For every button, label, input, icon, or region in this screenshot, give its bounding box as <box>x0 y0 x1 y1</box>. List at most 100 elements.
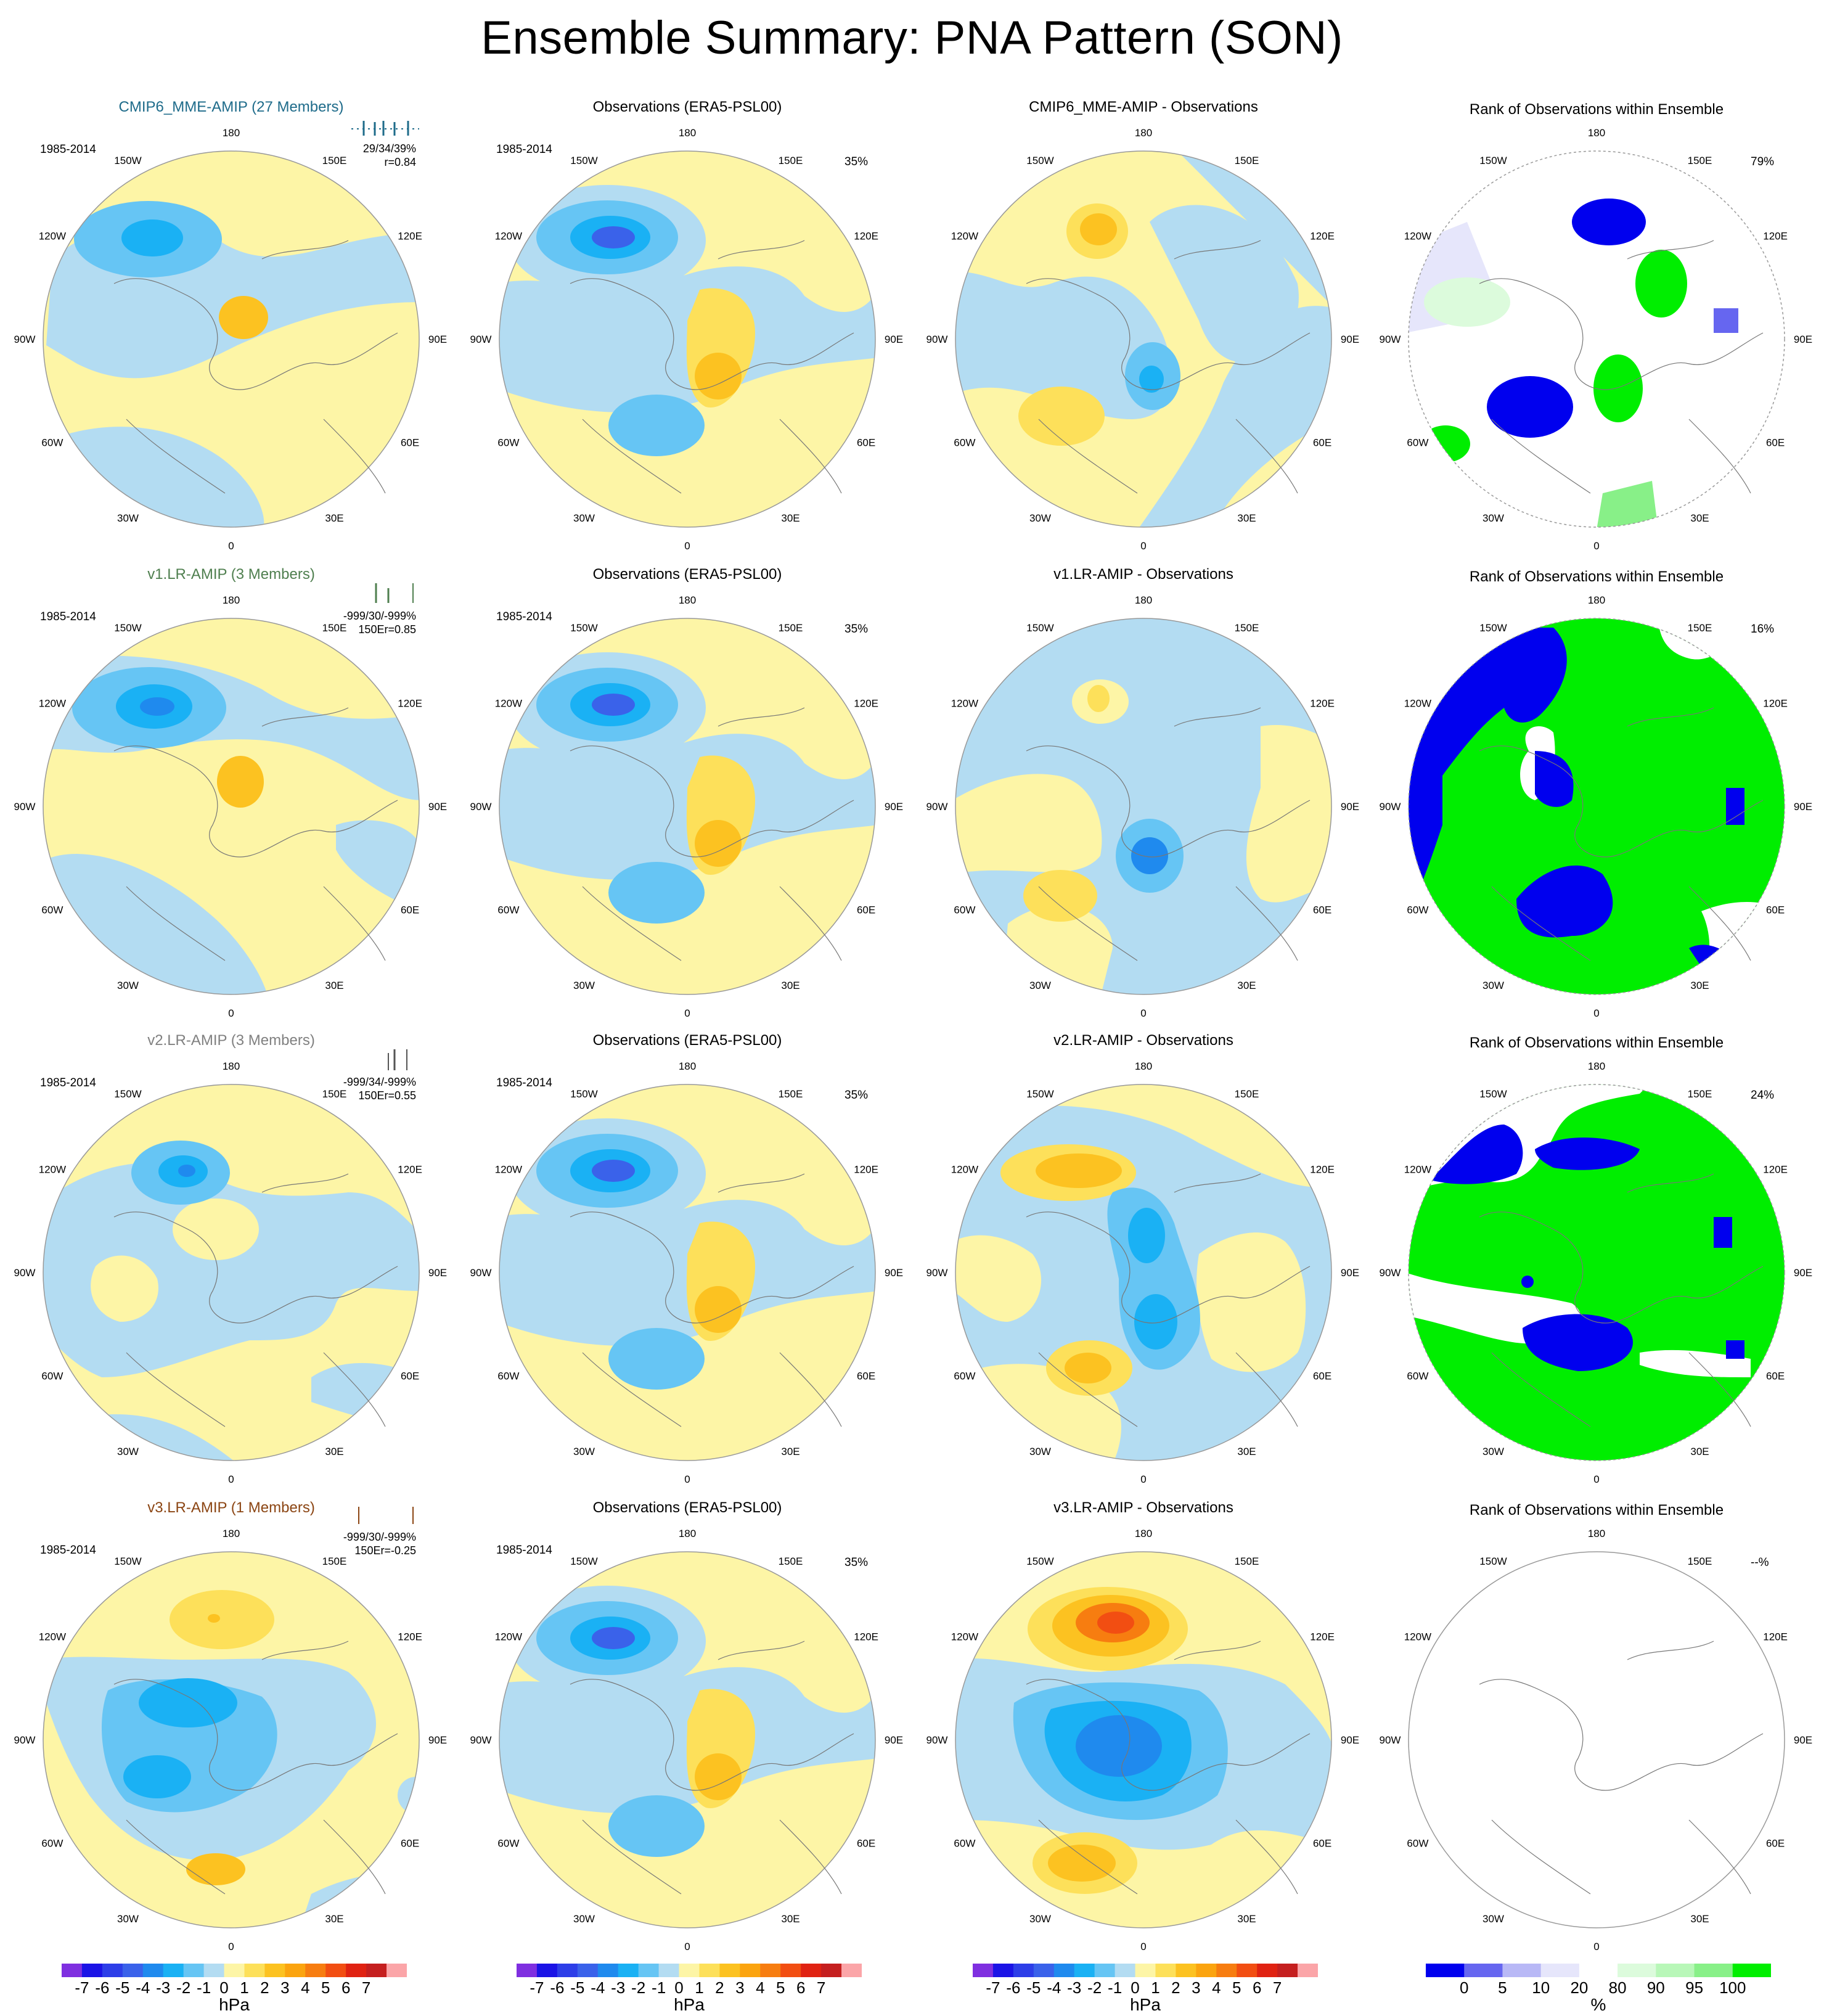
longitude-label: 60E <box>1766 1838 1785 1850</box>
longitude-label: 60W <box>954 437 975 449</box>
colorbar-swatch <box>658 1964 680 1977</box>
longitude-label: 60E <box>1766 1371 1785 1382</box>
longitude-label: 60E <box>1766 437 1785 449</box>
longitude-label: 120E <box>1763 698 1788 710</box>
panel-title: v2.LR-AMIP (3 Members) <box>147 1032 315 1049</box>
colorbar-swatch <box>1257 1964 1278 1977</box>
colorbar-tick-label: 7 <box>1273 1978 1282 1997</box>
longitude-label: 150W <box>1026 1555 1053 1567</box>
longitude-label: 30E <box>1690 512 1709 524</box>
longitude-label: 150E <box>1235 1555 1259 1567</box>
colorbar-tick-label: 6 <box>796 1978 805 1997</box>
colorbar-svg: -7 -6 -5 -4 -3 -2 -1 0 1 2 3 4 5 6 7 hPa <box>62 1964 407 2014</box>
colorbar-swatch <box>325 1964 346 1977</box>
longitude-label: 150W <box>1479 622 1507 634</box>
panel-obs-row1: Observations (ERA5-PSL00) 1985-2014 35% … <box>459 99 915 567</box>
polar-map: 180 150E 120E 90E 60E 30E 0 30W 60W 90W 120W 150W <box>1380 127 1813 552</box>
polar-map: 180 150E 120E 90E 60E 30E 0 30W 60W 90W 120W 150W <box>1380 1060 1813 1485</box>
longitude-label: 150W <box>114 1088 141 1100</box>
longitude-label: 90W <box>1380 1267 1401 1279</box>
longitude-label: 150W <box>570 622 597 634</box>
colorbar-tick-label: 0 <box>219 1978 228 1997</box>
longitude-label: 90E <box>1794 801 1812 813</box>
longitude-label: 60W <box>497 1838 519 1850</box>
longitude-label: 120W <box>495 1631 522 1643</box>
longitude-label: 0 <box>1140 1473 1146 1485</box>
longitude-label: 30E <box>325 1913 343 1925</box>
longitude-label: 30W <box>1483 512 1504 524</box>
colorbar-swatch <box>122 1964 144 1977</box>
longitude-label: 90W <box>14 801 36 813</box>
colorbar-swatch <box>1114 1964 1136 1977</box>
colorbar-tick-label: 1 <box>240 1978 248 1997</box>
panel-title: CMIP6_MME-AMIP - Observations <box>1029 99 1258 115</box>
colorbar-tick-label: -7 <box>75 1978 89 1997</box>
longitude-label: 90W <box>470 334 492 345</box>
percent-label: 35% <box>845 1556 869 1569</box>
longitude-label: 120W <box>495 698 522 710</box>
panel-diff-row2: v1.LR-AMIP - Observations 180 150E 120E 90E… <box>915 566 1372 1035</box>
panel-obs-row3: Observations (ERA5-PSL00) 1985-2014 35% … <box>459 1032 915 1501</box>
longitude-label: 120W <box>495 231 522 242</box>
percent-label: 24% <box>1751 1089 1775 1102</box>
longitude-label: 120E <box>398 698 422 710</box>
polar-map: 180 150E 120E 90E 60E 30E 0 30W 60W 90W 120W 150W <box>926 594 1360 1019</box>
longitude-label: 60W <box>41 1838 63 1850</box>
longitude-label: 180 <box>679 1528 696 1539</box>
longitude-label: 150W <box>114 155 141 166</box>
coastline-outline <box>1479 240 1764 494</box>
colorbar-psl-1: -7 -6 -5 -4 -3 -2 -1 0 1 2 3 4 5 6 7 hPa <box>62 1964 407 2016</box>
longitude-label: 30W <box>1029 980 1051 991</box>
colorbar-swatch <box>1053 1964 1075 1977</box>
polar-map: 180 150E 120E 90E 60E 30E 0 30W 60W 90W 120W 150W <box>470 127 904 552</box>
longitude-label: 90W <box>926 334 948 345</box>
colorbar-swatch <box>1579 1964 1618 1977</box>
coastline-outline <box>113 1641 398 1895</box>
longitude-label: 30W <box>117 1913 139 1925</box>
colorbar-tick-label: 4 <box>1212 1978 1221 1997</box>
longitude-label: 0 <box>1593 1473 1599 1485</box>
panel-title: Observations (ERA5-PSL00) <box>592 1032 782 1049</box>
colorbar-swatch <box>1464 1964 1503 1977</box>
colorbar-tick-label: 7 <box>362 1978 370 1997</box>
longitude-label: 150W <box>114 622 141 634</box>
panel-rank-row3: Rank of Observations within Ensemble 24%… <box>1368 1032 1824 1501</box>
member-ticks <box>388 1049 407 1070</box>
longitude-label: 150W <box>1026 622 1053 634</box>
colorbar-tick-label: 95 <box>1685 1978 1703 1997</box>
longitude-label: 0 <box>1593 1007 1599 1019</box>
colorbar-swatch <box>577 1964 599 1977</box>
longitude-label: 0 <box>1140 1007 1146 1019</box>
longitude-label: 60W <box>41 904 63 916</box>
colorbar-swatch <box>1237 1964 1258 1977</box>
colorbar-swatch <box>163 1964 184 1977</box>
longitude-label: 90E <box>428 1267 447 1279</box>
colorbar-tick-label: -4 <box>136 1978 150 1997</box>
longitude-label: 30W <box>573 980 595 991</box>
longitude-label: 30E <box>325 512 343 524</box>
colorbar-swatch <box>1277 1964 1298 1977</box>
colorbar-svg: -7 -6 -5 -4 -3 -2 -1 0 1 2 3 4 5 6 7 hPa <box>973 1964 1319 2014</box>
colorbar-swatch <box>1216 1964 1237 1977</box>
period-label: 1985-2014 <box>496 1544 552 1557</box>
colorbar-tick-label: 5 <box>1232 1978 1241 1997</box>
longitude-label: 60W <box>954 1371 975 1382</box>
longitude-label: 0 <box>228 540 234 552</box>
colorbar-swatch <box>102 1964 123 1977</box>
stats-label: -999/30/-999% 150Er=-0.25 <box>343 1531 416 1557</box>
panel-title: v1.LR-AMIP (3 Members) <box>147 566 315 583</box>
longitude-label: 60E <box>857 1371 875 1382</box>
longitude-label: 0 <box>1593 1941 1599 1952</box>
longitude-label: 180 <box>1135 594 1152 606</box>
longitude-label: 60E <box>857 437 875 449</box>
panel-model-row1: CMIP6_MME-AMIP (27 Members) 1985-2014 29… <box>3 99 459 567</box>
longitude-label: 90W <box>14 1267 36 1279</box>
longitude-label: 0 <box>1140 540 1146 552</box>
longitude-label: 0 <box>684 1941 690 1952</box>
colorbar-swatch <box>679 1964 700 1977</box>
longitude-label: 30E <box>1237 512 1256 524</box>
colorbar-tick-label: 4 <box>756 1978 764 1997</box>
longitude-label: 60E <box>1313 437 1331 449</box>
colorbar-psl-3: -7 -6 -5 -4 -3 -2 -1 0 1 2 3 4 5 6 7 hPa <box>973 1964 1319 2016</box>
period-label: 1985-2014 <box>40 1076 96 1089</box>
